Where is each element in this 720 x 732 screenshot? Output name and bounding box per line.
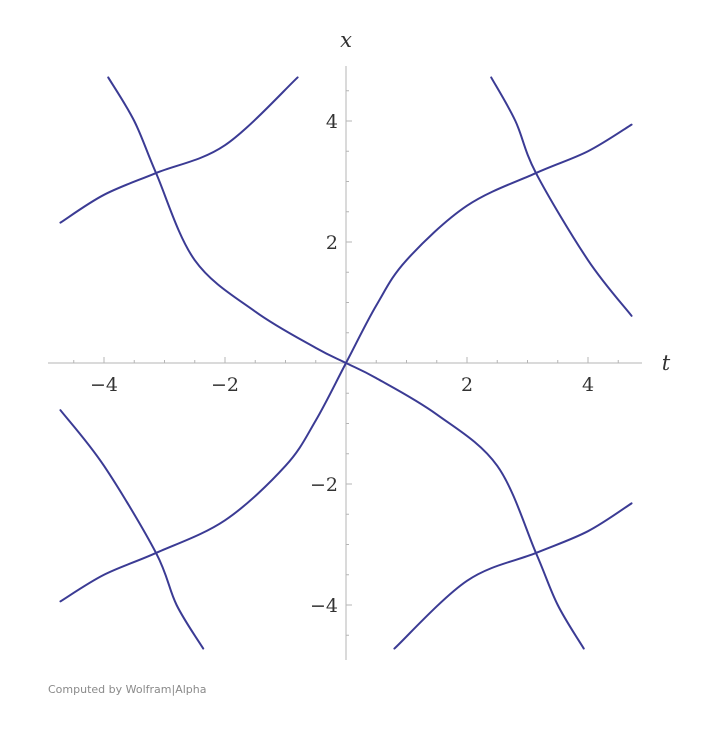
labels: t x −4 −2 2 4 4 2 −2 −4	[90, 28, 671, 617]
curve-3	[59, 123, 633, 603]
x-tick-label: 2	[461, 374, 473, 396]
x-tick-label: −4	[90, 374, 118, 396]
curve-4	[59, 409, 205, 650]
y-axis-label: x	[340, 28, 352, 52]
curve-6	[393, 502, 633, 650]
x-axis-label: t	[662, 351, 671, 375]
x-tick-label: −2	[211, 374, 239, 396]
y-tick-label: 2	[326, 232, 338, 254]
curve-5	[490, 76, 633, 317]
y-tick-label: −4	[310, 595, 338, 617]
x-tick-label: 4	[582, 374, 594, 396]
y-tick-label: −2	[310, 474, 338, 496]
curve-1	[59, 76, 299, 224]
footer-credit: Computed by Wolfram|Alpha	[48, 683, 207, 696]
curves	[59, 76, 633, 650]
y-tick-label: 4	[326, 111, 338, 133]
